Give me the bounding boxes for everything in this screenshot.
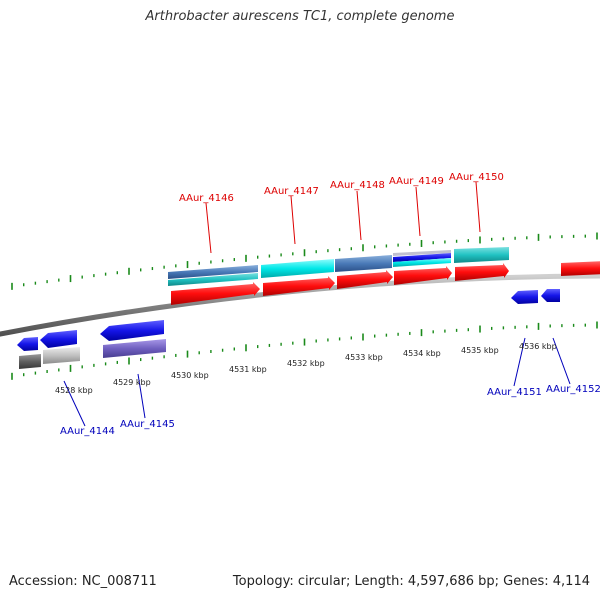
kbp-4534: 4534 kbp [403,349,441,358]
gene-block-4145[interactable] [103,339,166,358]
gene-label-aaur-4151[interactable]: AAur_4151 [487,387,542,398]
gene-block-4149-stripe[interactable] [393,250,451,256]
gene-block-4144-gray[interactable] [43,347,80,364]
top-gene-labels: AAur_4146 AAur_4147 AAur_4148 AAur_4149 … [179,172,504,204]
gene-block-4146-outer[interactable] [168,265,258,279]
gene-arrow-4146[interactable] [171,282,260,305]
kbp-4536: 4536 kbp [519,342,557,351]
gene-block-4147-outer[interactable] [261,259,334,278]
gene-block-4149-outer[interactable] [393,253,451,262]
gene-arrow-4144-a[interactable] [17,337,38,351]
gene-arrow-4151[interactable] [511,290,538,304]
map-title: Arthrobacter aurescens TC1, complete gen… [145,9,455,24]
gene-arrow-offscreen[interactable] [561,261,600,276]
gene-arrow-4145[interactable] [100,320,164,341]
forward-strand-features [168,247,600,305]
tick-row-top [11,232,598,290]
gene-block-4146-inner[interactable] [168,273,258,286]
gene-arrow-4152[interactable] [541,289,560,302]
gene-label-aaur-4145[interactable]: AAur_4145 [120,419,175,430]
kbp-4531: 4531 kbp [229,365,267,374]
gene-arrow-4150[interactable] [455,263,509,281]
kbp-4529: 4529 kbp [113,378,151,387]
genome-summary: Topology: circular; Length: 4,597,686 bp… [232,574,590,589]
gene-label-aaur-4147[interactable]: AAur_4147 [264,186,319,197]
gene-label-aaur-4149[interactable]: AAur_4149 [389,176,444,187]
gene-arrow-4148[interactable] [337,270,393,289]
kbp-4532: 4532 kbp [287,359,325,368]
gene-label-aaur-4144[interactable]: AAur_4144 [60,426,115,437]
gene-block-4149-inner[interactable] [393,258,451,267]
gene-arrow-4144-b[interactable] [40,330,77,348]
gene-block-4148-outer[interactable] [335,255,392,272]
gene-arrow-4149[interactable] [394,266,452,285]
kbp-4528: 4528 kbp [55,386,93,395]
gene-arrow-4147[interactable] [263,276,335,296]
top-gene-leaders [205,181,481,254]
gene-block-4144-dark[interactable] [19,354,41,369]
tick-row-bottom [11,321,598,380]
gene-label-aaur-4148[interactable]: AAur_4148 [330,180,385,191]
gene-label-aaur-4146[interactable]: AAur_4146 [179,193,234,204]
kbp-4535: 4535 kbp [461,346,499,355]
gene-label-aaur-4152[interactable]: AAur_4152 [546,384,600,395]
bottom-gene-labels: AAur_4144 AAur_4145 AAur_4151 AAur_4152 [60,384,600,437]
gene-block-4150-outer[interactable] [454,247,509,263]
accession-label: Accession: NC_008711 [9,574,157,589]
bottom-gene-leaders [63,337,571,427]
kbp-4533: 4533 kbp [345,353,383,362]
gene-label-aaur-4150[interactable]: AAur_4150 [449,172,504,183]
reverse-strand-features [17,289,560,369]
scale-labels: 4528 kbp 4529 kbp 4530 kbp 4531 kbp 4532… [55,342,557,395]
kbp-4530: 4530 kbp [171,371,209,380]
